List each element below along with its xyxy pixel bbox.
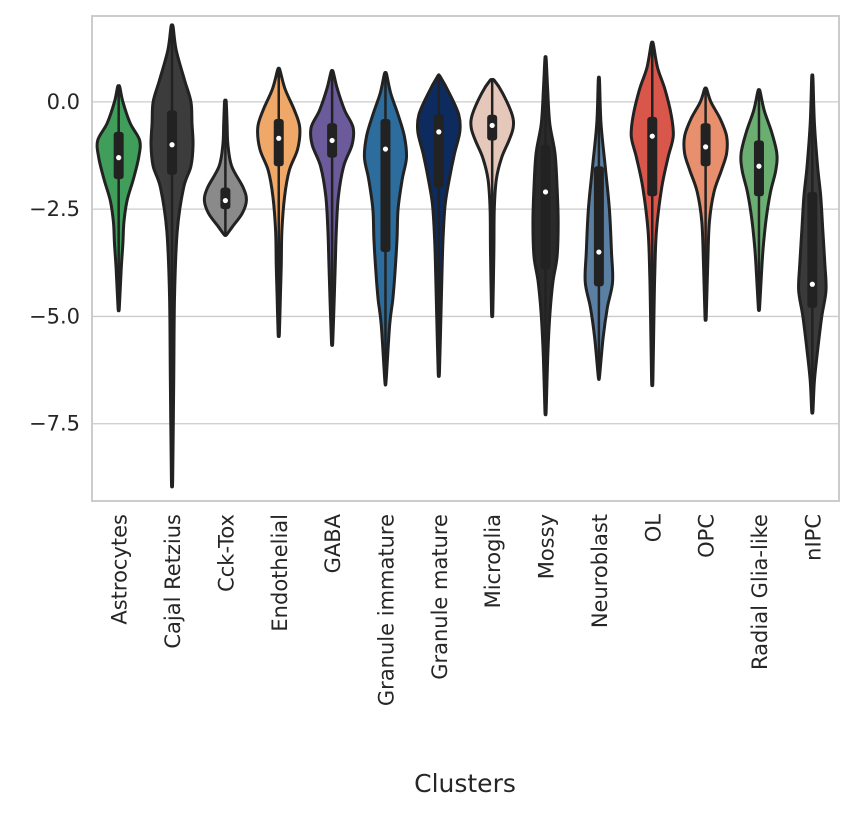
violin-median-dot xyxy=(382,146,389,152)
x-tick-label: Radial Glia-like xyxy=(748,514,772,670)
x-tick-label: Astrocytes xyxy=(108,514,132,625)
violin-cajal-retzius xyxy=(149,23,195,489)
violin-series xyxy=(95,23,828,489)
x-tick-label: Granule mature xyxy=(428,514,452,680)
violin-median-dot xyxy=(222,197,228,204)
violin-median-dot xyxy=(276,135,282,141)
x-tick-label: Cajal Retzius xyxy=(161,514,185,649)
x-tick-label: Microglia xyxy=(481,514,505,608)
y-tick-label: −2.5 xyxy=(29,197,80,221)
y-tick-label: 0.0 xyxy=(47,90,80,114)
violin-ol xyxy=(629,40,675,388)
violin-cck-tox xyxy=(202,98,248,238)
violin-iqr-box xyxy=(807,191,818,308)
violin-mossy xyxy=(531,55,560,417)
violin-median-dot xyxy=(756,163,762,169)
violin-iqr-box xyxy=(433,114,444,188)
y-tick-label: −5.0 xyxy=(29,304,80,328)
violin-median-dot xyxy=(596,249,602,255)
violin-iqr-box xyxy=(380,119,391,253)
x-tick-label: OPC xyxy=(695,514,719,558)
violin-radial-glia-like xyxy=(739,88,779,312)
violin-microglia xyxy=(469,77,516,319)
x-tick-label: Mossy xyxy=(535,514,559,579)
violin-median-dot xyxy=(169,142,175,148)
x-tick-label: GABA xyxy=(321,513,345,573)
plot-frame xyxy=(91,15,840,502)
violin-iqr-box xyxy=(593,166,604,287)
violin-endothelial xyxy=(256,66,302,338)
violin-astrocytes xyxy=(95,84,142,313)
x-axis-title: Clusters xyxy=(414,769,516,798)
violin-median-dot xyxy=(703,144,709,150)
violin-median-dot xyxy=(116,155,122,161)
y-tick-label: −7.5 xyxy=(29,412,80,436)
x-tick-label: nIPC xyxy=(801,514,825,561)
violin-iqr-box xyxy=(540,144,551,270)
x-tick-label: OL xyxy=(641,514,665,543)
violin-iqr-box xyxy=(273,119,284,167)
violin-granule-mature xyxy=(415,73,462,378)
x-tick-labels: Astrocytes Cajal Retzius Cck-Tox Endothelia… xyxy=(108,513,826,706)
y-tick-labels: 0.0 −2.5 −5.0 −7.5 xyxy=(29,90,80,436)
x-tick-label: Cck-Tox xyxy=(214,514,238,592)
violin-median-dot xyxy=(649,133,655,139)
violin-granule-immature xyxy=(362,71,409,387)
violin-iqr-box xyxy=(647,116,658,197)
violin-median-dot xyxy=(542,189,549,195)
violin-gaba xyxy=(308,69,356,347)
violin-median-dot xyxy=(436,129,442,135)
violin-median-dot xyxy=(329,137,335,144)
x-tick-label: Neuroblast xyxy=(588,514,612,628)
x-tick-label: Granule immature xyxy=(374,514,398,706)
violin-nipc xyxy=(797,73,828,415)
violin-opc xyxy=(682,86,729,322)
violin-neuroblast xyxy=(583,75,615,381)
violin-median-dot xyxy=(809,281,815,287)
x-tick-label: Endothelial xyxy=(268,514,292,632)
violin-median-dot xyxy=(489,122,495,129)
